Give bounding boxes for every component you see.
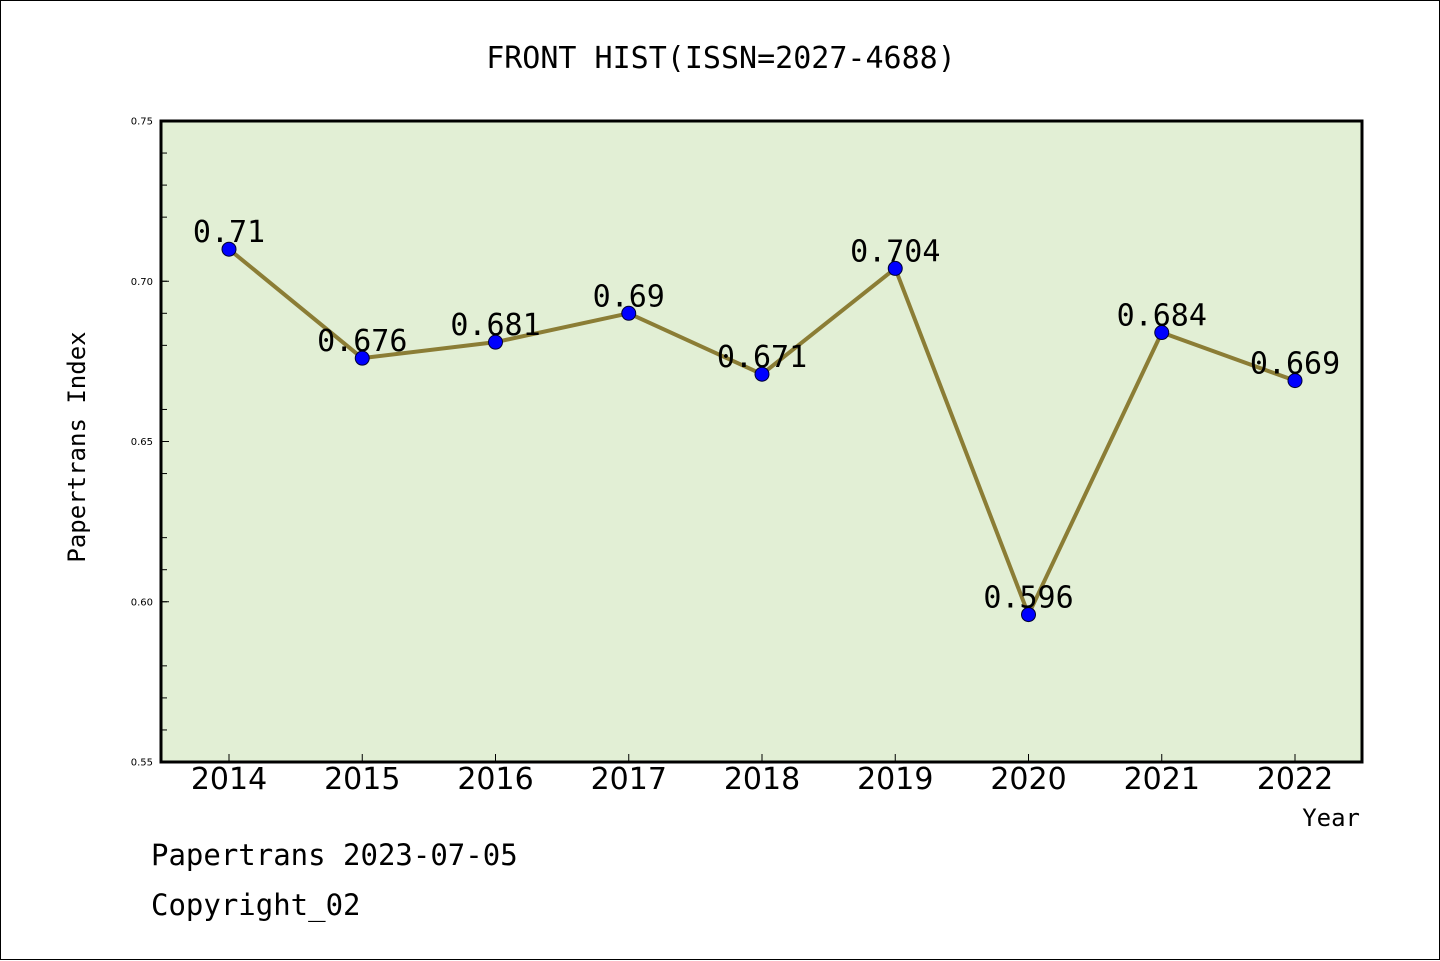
x-tick-label: 2017 [591,762,667,797]
y-tick-label: 0.60 [131,597,153,608]
data-labels: 0.71 0.676 0.681 0.69 0.671 0.704 0.596 0.684 0.… [193,215,1340,615]
data-label: 0.69 [593,279,665,314]
y-axis-label: Papertrans Index [63,331,91,562]
footer-copyright-text: Copyright_02 [151,888,361,923]
x-axis-ticks: 2014 2015 2016 2017 2018 2019 2020 2021 2022 [191,754,1333,797]
x-tick-label: 2022 [1257,762,1333,797]
y-tick-label: 0.65 [131,437,153,448]
data-point [887,260,903,276]
x-tick-label: 2021 [1124,762,1200,797]
data-point [1154,325,1170,341]
data-point [354,350,370,366]
x-axis-label: Year [1302,804,1360,832]
data-points [221,241,1303,623]
y-tick-label: 0.75 [131,117,153,128]
data-point [754,366,770,382]
x-tick-label: 2014 [191,762,267,797]
data-label: 0.669 [1250,347,1340,382]
y-tick-label: 0.55 [131,758,153,769]
data-point [1021,607,1036,623]
data-label: 0.704 [850,234,940,269]
data-label: 0.676 [317,324,407,359]
data-point [488,334,503,350]
data-point [221,241,237,257]
plot-area [161,121,1362,762]
data-label: 0.684 [1117,299,1207,334]
data-label: 0.671 [717,340,807,375]
x-tick-label: 2019 [857,762,933,797]
y-tick-label: 0.70 [131,277,153,288]
plot-border [159,119,1364,764]
data-point [621,305,637,321]
data-point [1287,373,1303,389]
x-tick-label: 2015 [324,762,400,797]
footer-date-text: Papertrans 2023-07-05 [151,838,518,872]
data-label: 0.71 [193,215,265,250]
data-label: 0.681 [450,308,540,343]
chart-title: FRONT HIST(ISSN=2027-4688) [486,41,956,76]
x-tick-label: 2016 [457,762,533,797]
data-label: 0.596 [983,581,1073,616]
x-tick-label: 2020 [990,762,1066,797]
x-tick-label: 2018 [724,762,800,797]
